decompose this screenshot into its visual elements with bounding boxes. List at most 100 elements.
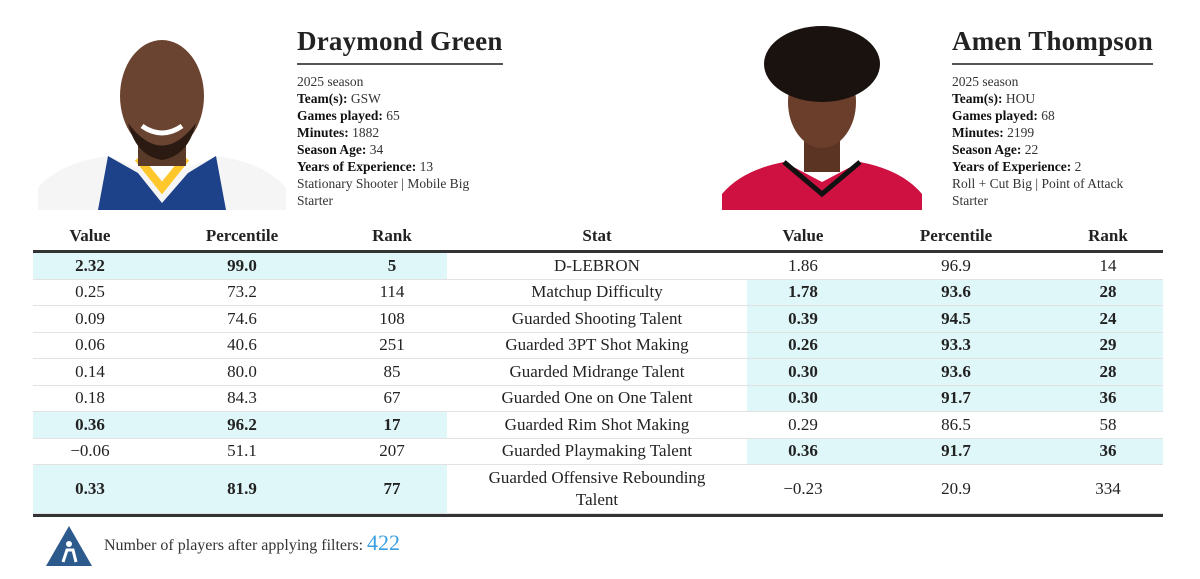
player-name: Amen Thompson xyxy=(952,26,1153,65)
column-header: Value xyxy=(782,226,824,245)
right-cell: 86.5 xyxy=(941,414,971,434)
info-label: Minutes: xyxy=(297,125,349,140)
stat-name: Guarded Offensive Rebounding Talent xyxy=(488,468,706,509)
right-cell: 28 xyxy=(1053,359,1163,385)
stat-name: Guarded One on One Talent xyxy=(501,388,693,408)
info-label: Team(s): xyxy=(952,91,1003,106)
left-cell: 40.6 xyxy=(227,335,257,355)
logo xyxy=(46,526,92,566)
left-cell: 5 xyxy=(337,253,447,279)
info-value: HOU xyxy=(1005,91,1036,106)
left-cell: 0.09 xyxy=(75,308,105,328)
left-cell: 80.0 xyxy=(227,361,257,381)
left-cell: 99.0 xyxy=(147,253,337,279)
info-line: Minutes: 1882 xyxy=(297,124,503,141)
right-cell: 58 xyxy=(1099,414,1117,434)
season: 2025 season xyxy=(297,74,364,89)
player-info: 2025 season Team(s): HOU Games played: 68 M… xyxy=(952,73,1153,209)
left-cell: 73.2 xyxy=(227,282,257,302)
info-label: Team(s): xyxy=(297,91,348,106)
left-cell: 81.9 xyxy=(147,465,337,513)
stat-name: Guarded Shooting Talent xyxy=(511,308,683,328)
table-row: 0.09 74.6 108 Guarded Shooting Talent 0.39 94… xyxy=(33,306,1163,333)
left-cell: 0.14 xyxy=(75,361,105,381)
table-row: 0.33 81.9 77 Guarded Offensive Rebounding T… xyxy=(33,465,1163,514)
player-photo xyxy=(38,40,286,210)
left-cell: 0.36 xyxy=(33,412,147,438)
right-cell: 94.5 xyxy=(859,306,1053,332)
left-cell: 74.6 xyxy=(227,308,257,328)
right-cell: 0.30 xyxy=(747,359,859,385)
stat-name: Guarded 3PT Shot Making xyxy=(505,335,689,355)
info-value: 34 xyxy=(369,142,384,157)
right-cell: 24 xyxy=(1053,306,1163,332)
right-cell: 334 xyxy=(1095,479,1121,498)
left-cell: 0.06 xyxy=(75,335,105,355)
left-cell: 17 xyxy=(337,412,447,438)
right-cell: 96.9 xyxy=(941,255,971,275)
footer: Number of players after applying filters… xyxy=(104,530,400,556)
right-cell: 0.39 xyxy=(747,306,859,332)
info-line: Team(s): GSW xyxy=(297,90,503,107)
left-cell: 0.18 xyxy=(75,388,105,408)
player-info: 2025 season Team(s): GSW Games played: 65 M… xyxy=(297,73,503,209)
right-cell: 0.36 xyxy=(747,438,859,464)
column-header: Percentile xyxy=(205,226,279,245)
archetype: Roll + Cut Big | Point of Attack xyxy=(952,176,1124,191)
column-header: Percentile xyxy=(919,226,993,245)
right-cell: 91.7 xyxy=(859,385,1053,411)
info-label: Season Age: xyxy=(297,142,367,157)
season: 2025 season xyxy=(952,74,1019,89)
right-cell: 93.3 xyxy=(859,332,1053,358)
player-count: 422 xyxy=(367,530,401,555)
info-value: 22 xyxy=(1024,142,1039,157)
info-label: Games played: xyxy=(297,108,383,123)
left-cell: −0.06 xyxy=(70,441,110,461)
comparison-table: Value Percentile Rank Stat Value Percentile Ra… xyxy=(33,222,1163,517)
info-label: Games played: xyxy=(952,108,1038,123)
left-cell: 0.33 xyxy=(33,465,147,513)
table-row: 0.06 40.6 251 Guarded 3PT Shot Making 0.26 93… xyxy=(33,332,1163,359)
info-label: Years of Experience: xyxy=(297,159,417,174)
right-cell: 36 xyxy=(1053,438,1163,464)
right-cell: 36 xyxy=(1053,385,1163,411)
right-cell: 14 xyxy=(1099,255,1117,275)
table-row: 2.32 99.0 5 D-LEBRON 1.86 96.9 14 xyxy=(33,253,1163,280)
role: Starter xyxy=(297,193,333,208)
table-row: 0.36 96.2 17 Guarded Rim Shot Making 0.29 86.… xyxy=(33,412,1163,439)
table-row: 0.25 73.2 114 Matchup Difficulty 1.78 93.6 28 xyxy=(33,279,1163,306)
stat-name: D-LEBRON xyxy=(554,255,640,275)
right-cell: 29 xyxy=(1053,332,1163,358)
right-cell: 1.78 xyxy=(747,279,859,305)
info-value: 1882 xyxy=(352,125,380,140)
right-cell: 20.9 xyxy=(941,479,971,498)
info-line: Games played: 68 xyxy=(952,107,1153,124)
role: Starter xyxy=(952,193,988,208)
column-header: Stat xyxy=(582,226,612,245)
player-photo xyxy=(722,26,922,210)
archetype: Stationary Shooter | Mobile Big xyxy=(297,176,470,191)
left-cell: 77 xyxy=(337,465,447,513)
right-cell: 0.30 xyxy=(747,385,859,411)
info-line: Season Age: 22 xyxy=(952,141,1153,158)
left-cell: 85 xyxy=(383,361,401,381)
right-cell: 93.6 xyxy=(859,359,1053,385)
info-line: Years of Experience: 13 xyxy=(297,158,503,175)
header-row: Value Percentile Rank Stat Value Percentile Ra… xyxy=(33,222,1163,253)
right-cell: 91.7 xyxy=(859,438,1053,464)
left-cell: 51.1 xyxy=(227,441,257,461)
right-cell: 0.26 xyxy=(747,332,859,358)
info-value: 13 xyxy=(419,159,434,174)
table-row: 0.14 80.0 85 Guarded Midrange Talent 0.30 93.… xyxy=(33,359,1163,386)
footer-text: Number of players after applying filters… xyxy=(104,537,364,554)
right-cell: 1.86 xyxy=(788,255,818,275)
stat-name: Guarded Playmaking Talent xyxy=(501,441,693,461)
left-cell: 84.3 xyxy=(227,388,257,408)
stat-name: Guarded Rim Shot Making xyxy=(504,414,690,434)
info-line: Games played: 65 xyxy=(297,107,503,124)
left-cell: 67 xyxy=(383,388,401,408)
info-label: Minutes: xyxy=(952,125,1004,140)
info-value: 2199 xyxy=(1007,125,1035,140)
left-cell: 108 xyxy=(379,308,405,328)
